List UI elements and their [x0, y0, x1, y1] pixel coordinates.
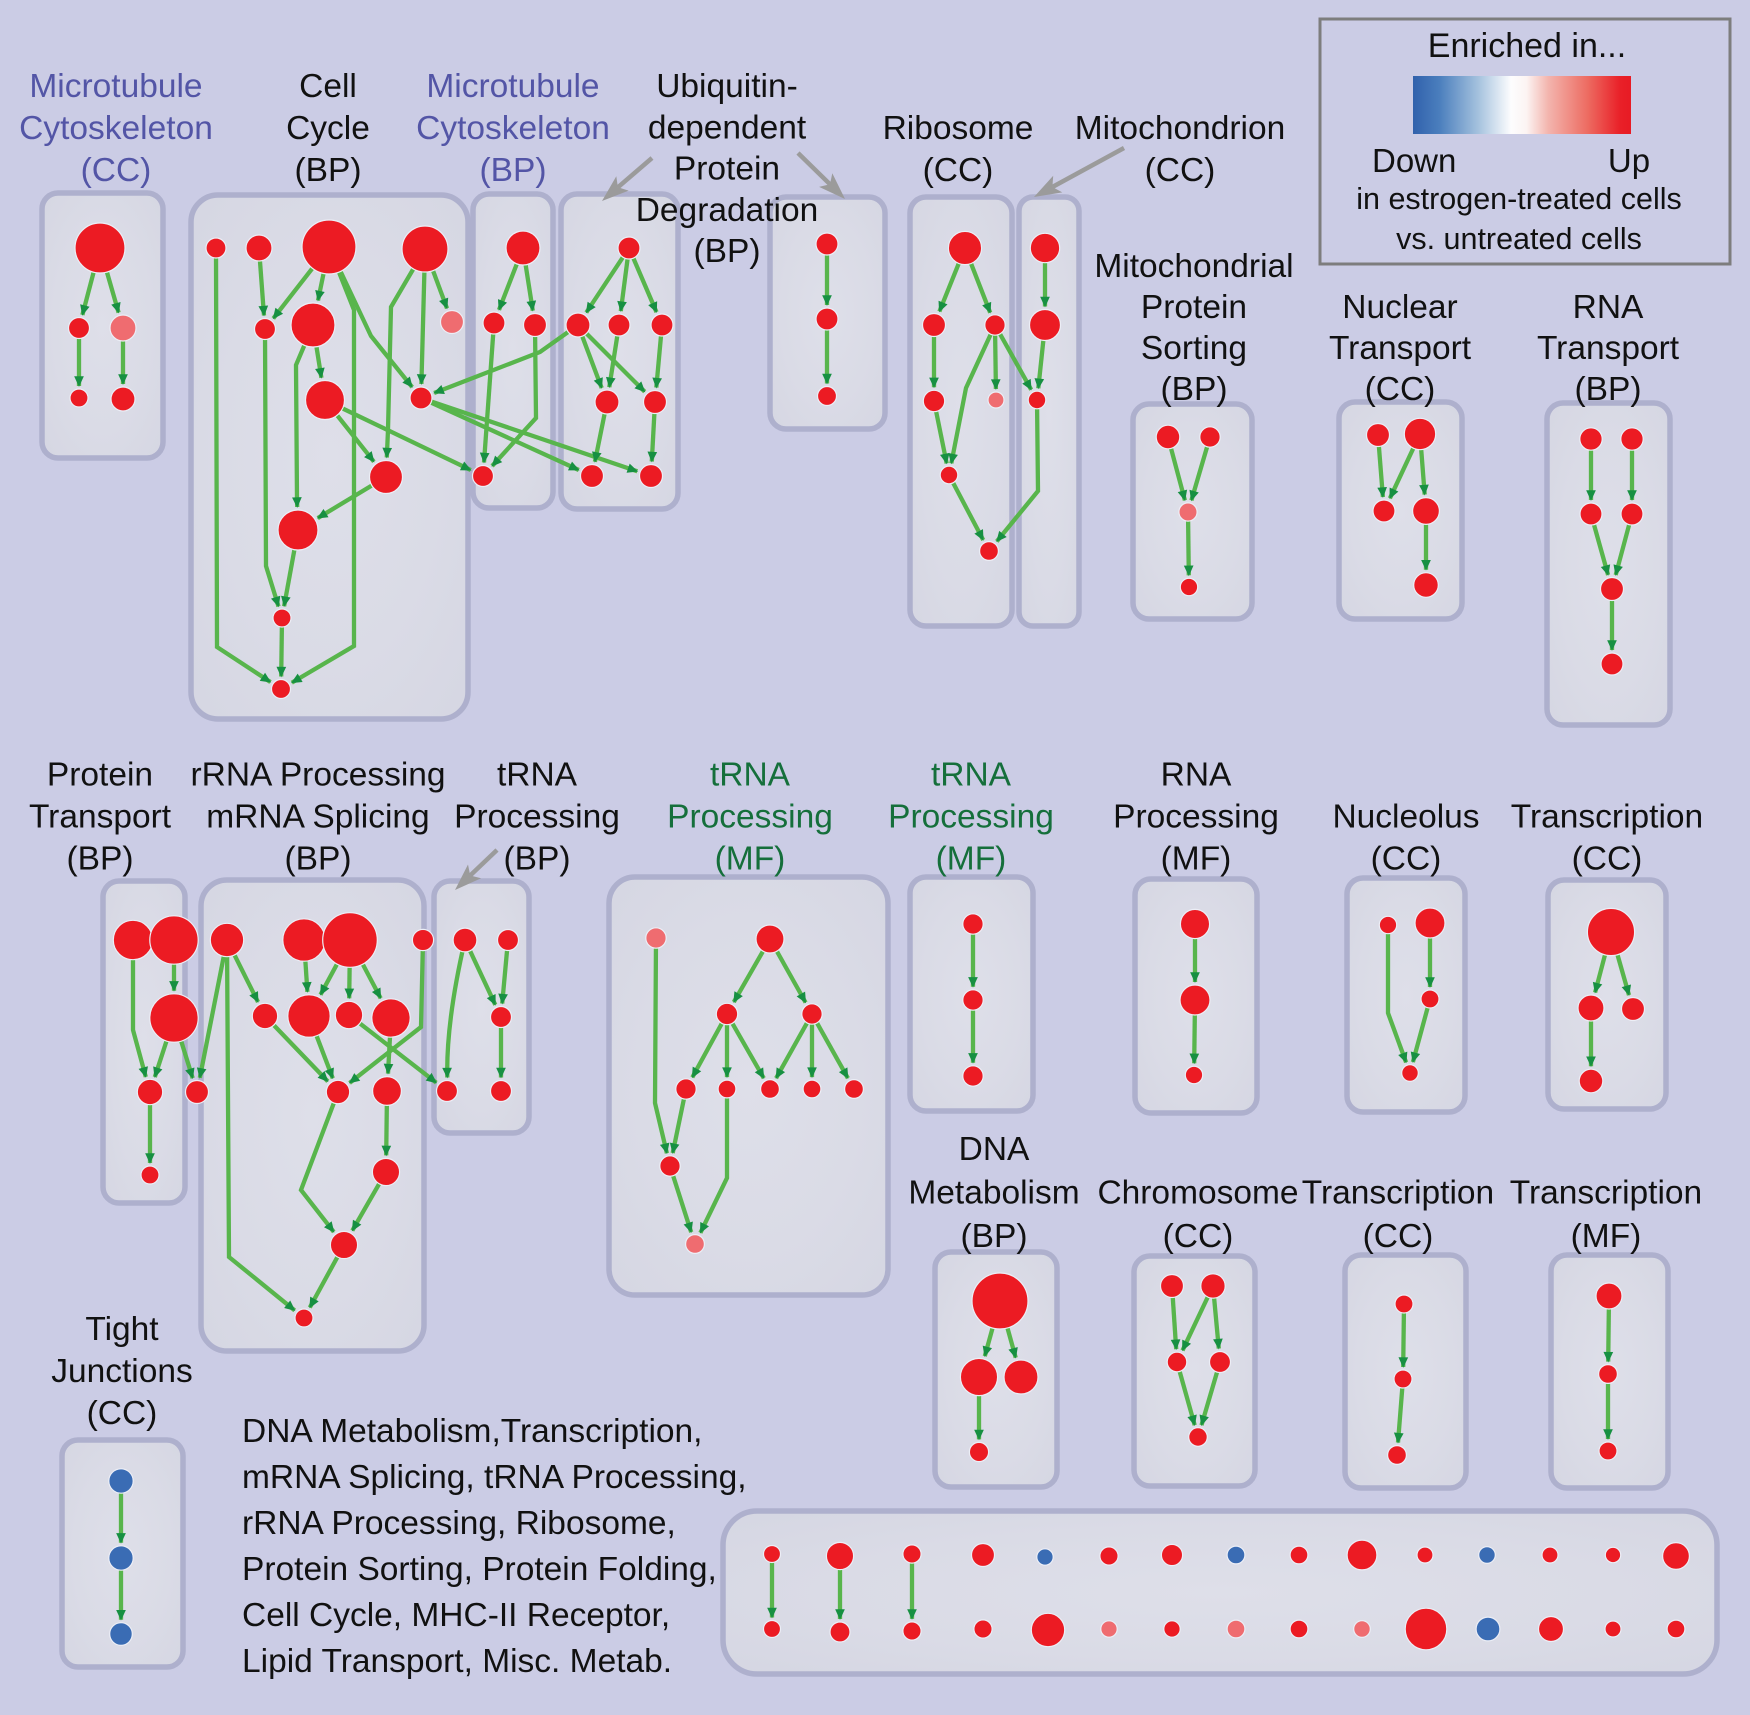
svg-text:tRNA: tRNA [931, 757, 1012, 794]
svg-text:DNA Metabolism,Transcription,: DNA Metabolism,Transcription, [242, 1413, 702, 1450]
svg-text:tRNA: tRNA [710, 757, 791, 794]
svg-text:(BP): (BP) [480, 152, 547, 189]
svg-text:Transport: Transport [1537, 330, 1680, 367]
svg-text:mRNA Splicing, tRNA Processing: mRNA Splicing, tRNA Processing, [242, 1459, 747, 1496]
svg-text:(CC): (CC) [1163, 1218, 1234, 1255]
svg-text:mRNA Splicing: mRNA Splicing [206, 799, 429, 836]
svg-text:(BP): (BP) [285, 841, 352, 878]
svg-text:Nucleolus: Nucleolus [1332, 799, 1479, 836]
svg-text:Processing: Processing [454, 799, 620, 836]
svg-text:Mitochondrial: Mitochondrial [1094, 248, 1293, 285]
svg-text:Up: Up [1608, 142, 1650, 179]
svg-text:(MF): (MF) [936, 841, 1007, 878]
svg-text:Ubiquitin-: Ubiquitin- [656, 68, 798, 105]
svg-text:Cytoskeleton: Cytoskeleton [416, 110, 610, 147]
svg-text:Processing: Processing [1113, 799, 1279, 836]
svg-text:(CC): (CC) [1365, 371, 1436, 408]
svg-text:(BP): (BP) [295, 152, 362, 189]
svg-text:Transport: Transport [1329, 330, 1472, 367]
svg-text:tRNA: tRNA [497, 757, 578, 794]
svg-text:Lipid Transport, Misc. Metab.: Lipid Transport, Misc. Metab. [242, 1643, 672, 1680]
svg-text:(BP): (BP) [694, 233, 761, 270]
svg-text:rRNA Processing, Ribosome,: rRNA Processing, Ribosome, [242, 1505, 676, 1542]
svg-text:Processing: Processing [888, 799, 1054, 836]
svg-text:Mitochondrion: Mitochondrion [1075, 110, 1285, 147]
svg-text:(CC): (CC) [1572, 841, 1643, 878]
svg-text:Protein: Protein [674, 151, 780, 188]
svg-text:Protein: Protein [47, 757, 153, 794]
svg-text:(BP): (BP) [67, 841, 134, 878]
svg-text:Enriched in...: Enriched in... [1428, 27, 1626, 65]
svg-text:(CC): (CC) [923, 152, 994, 189]
svg-text:Sorting: Sorting [1141, 330, 1247, 367]
svg-text:DNA: DNA [959, 1131, 1030, 1168]
svg-text:(BP): (BP) [1161, 371, 1228, 408]
svg-text:(BP): (BP) [504, 841, 571, 878]
svg-text:Transcription: Transcription [1510, 1175, 1702, 1212]
svg-text:Protein: Protein [1141, 289, 1247, 326]
svg-text:(MF): (MF) [1161, 841, 1232, 878]
svg-text:(MF): (MF) [715, 841, 786, 878]
svg-text:vs. untreated cells: vs. untreated cells [1396, 222, 1642, 256]
svg-text:Protein Sorting, Protein Foldi: Protein Sorting, Protein Folding, [242, 1551, 717, 1588]
svg-text:(CC): (CC) [81, 152, 152, 189]
svg-text:Degradation: Degradation [636, 192, 819, 229]
svg-text:(CC): (CC) [1363, 1218, 1434, 1255]
svg-text:Cell Cycle, MHC-II Receptor,: Cell Cycle, MHC-II Receptor, [242, 1597, 670, 1634]
svg-text:Chromosome: Chromosome [1097, 1175, 1298, 1212]
svg-text:Metabolism: Metabolism [908, 1175, 1079, 1212]
svg-text:Ribosome: Ribosome [883, 110, 1034, 147]
svg-text:(CC): (CC) [1371, 841, 1442, 878]
svg-text:Tight: Tight [85, 1311, 159, 1348]
svg-text:in estrogen-treated cells: in estrogen-treated cells [1356, 182, 1682, 216]
svg-text:RNA: RNA [1573, 289, 1644, 326]
svg-text:(BP): (BP) [1575, 371, 1642, 408]
svg-text:Processing: Processing [667, 799, 833, 836]
svg-text:Transcription: Transcription [1511, 799, 1703, 836]
svg-text:dependent: dependent [648, 109, 807, 146]
svg-text:Cell: Cell [299, 68, 357, 105]
svg-text:(BP): (BP) [961, 1218, 1028, 1255]
svg-text:Microtubule: Microtubule [29, 68, 202, 105]
svg-text:Cycle: Cycle [286, 110, 370, 147]
svg-text:Microtubule: Microtubule [426, 68, 599, 105]
svg-text:Cytoskeleton: Cytoskeleton [19, 110, 213, 147]
svg-text:(CC): (CC) [87, 1395, 158, 1432]
svg-text:Junctions: Junctions [51, 1353, 193, 1390]
svg-text:(CC): (CC) [1145, 152, 1216, 189]
svg-text:(MF): (MF) [1571, 1218, 1642, 1255]
svg-text:Down: Down [1372, 142, 1456, 179]
svg-text:Transcription: Transcription [1302, 1175, 1494, 1212]
svg-text:RNA: RNA [1161, 757, 1232, 794]
svg-text:Transport: Transport [29, 799, 172, 836]
svg-text:Nuclear: Nuclear [1342, 289, 1457, 326]
svg-text:rRNA Processing: rRNA Processing [190, 757, 445, 794]
